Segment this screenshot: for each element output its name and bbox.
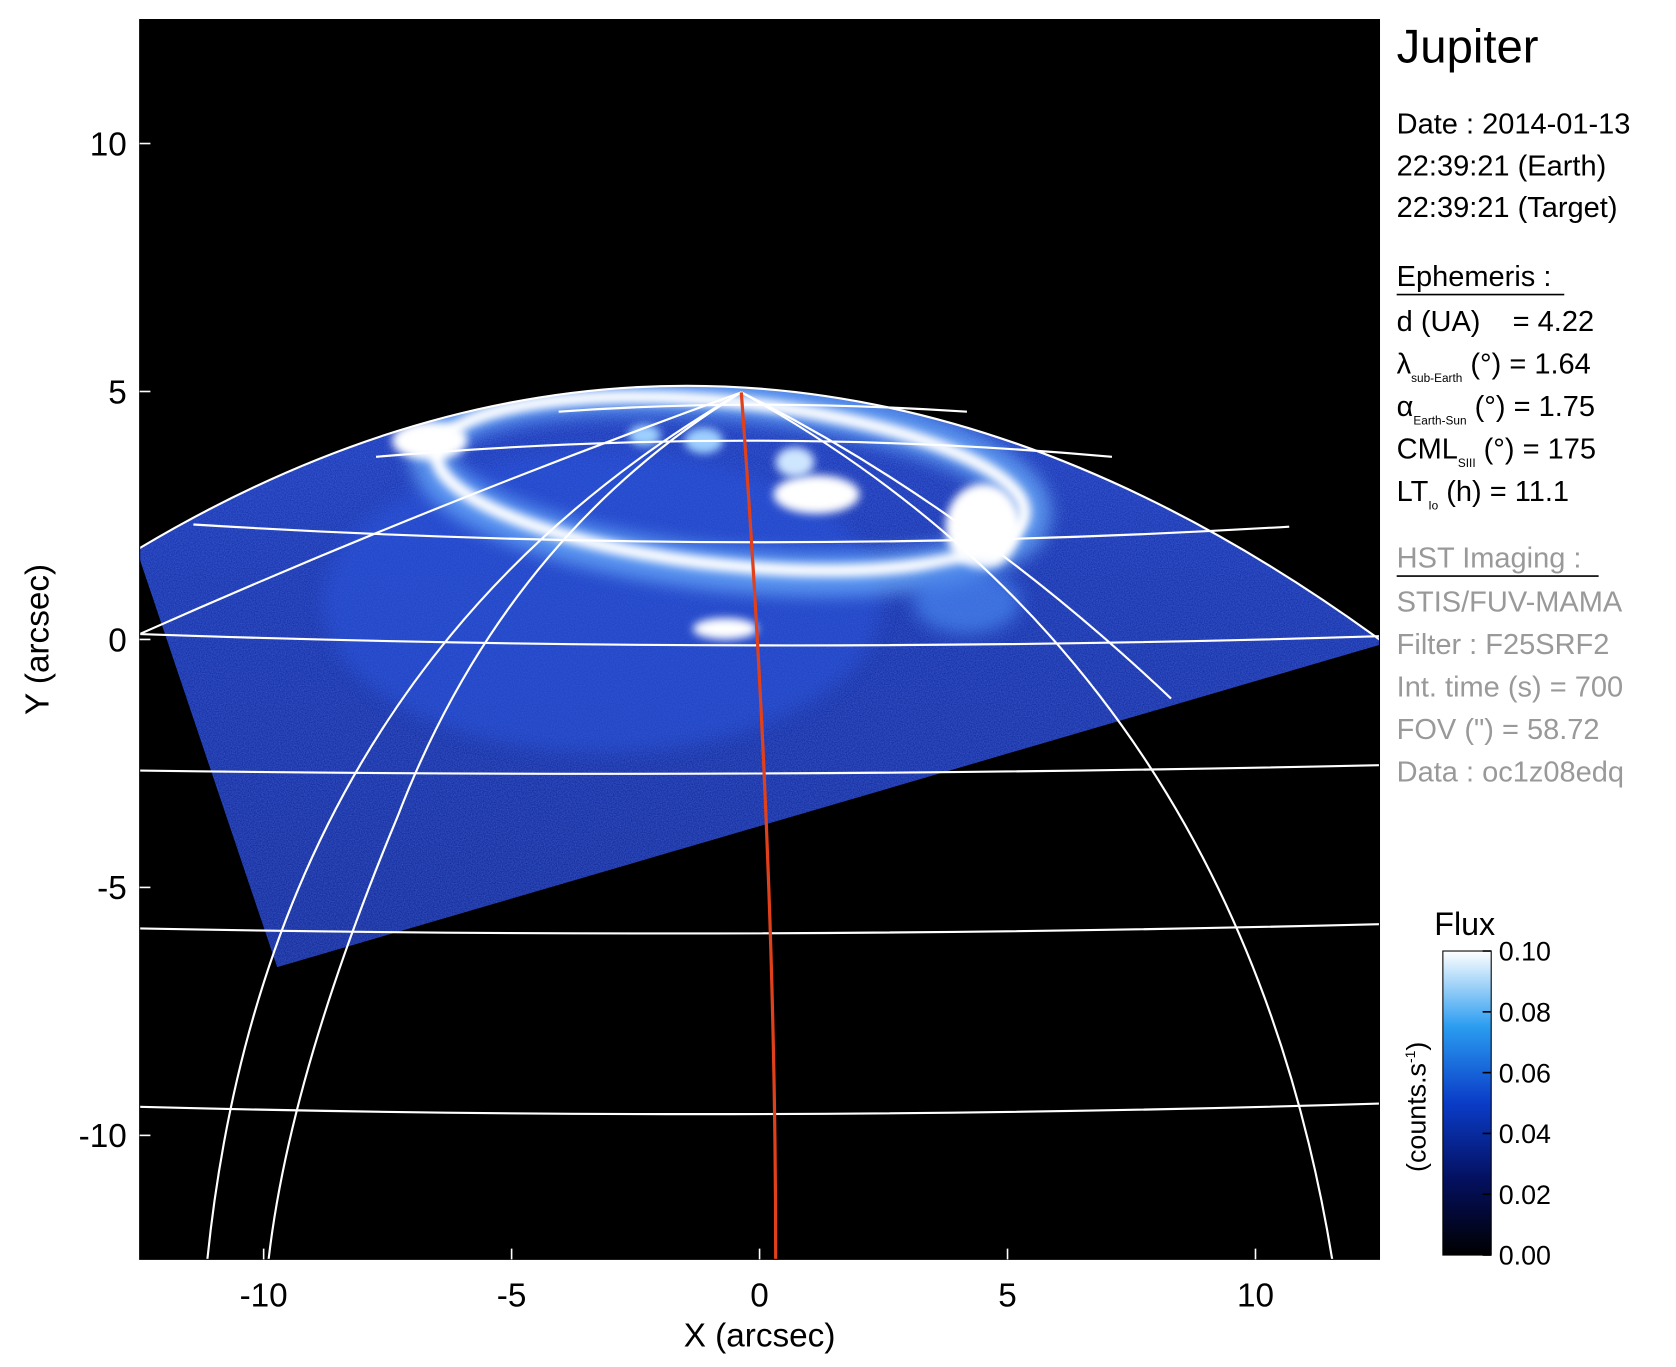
ephemeris-line: αEarth-Sun (°) = 1.75 [1397, 391, 1595, 428]
colorbar-unit: (counts.s-1) [1402, 1042, 1432, 1172]
ephemeris-line: λsub-Earth (°) = 1.64 [1397, 349, 1591, 386]
underlines [1396, 293, 1599, 577]
y-tick-label: 0 [108, 622, 127, 659]
imaging-heading: HST Imaging : [1397, 542, 1582, 574]
ephemeris-sub: SIII [1458, 456, 1476, 470]
date-line: 22:39:21 (Target) [1397, 192, 1618, 224]
ephemeris-rest: (°) = 1.64 [1462, 349, 1590, 381]
ephemeris-rest: (°) = 1.75 [1467, 391, 1595, 423]
unit-end: ) [1402, 1042, 1432, 1051]
ephemeris-main: LT [1397, 476, 1429, 508]
x-tick-label: 0 [750, 1278, 769, 1315]
date-line: 22:39:21 (Earth) [1397, 150, 1607, 182]
x-tick-label: 10 [1237, 1278, 1274, 1315]
unit-base: (counts.s [1402, 1063, 1432, 1172]
x-axis-label: X (arcsec) [684, 1317, 836, 1354]
ephemeris-main: CML [1397, 433, 1458, 465]
ephemeris-sub: sub-Earth [1411, 371, 1462, 385]
ephemeris-main: d (UA) = 4.22 [1397, 306, 1594, 338]
colorbar-tick-label: 0.02 [1499, 1180, 1551, 1210]
x-tick-label: -5 [497, 1278, 527, 1315]
y-tick-label: 10 [90, 126, 127, 163]
ephemeris-sub: Io [1428, 498, 1438, 512]
ephemeris-line: d (UA) = 4.22 [1397, 306, 1594, 338]
colorbar-tick-label: 0.10 [1499, 937, 1551, 967]
y-axis-label: Y (arcsec) [19, 564, 56, 715]
colorbar-title: Flux [1434, 906, 1495, 942]
ephemeris-line: LTIo (h) = 11.1 [1397, 476, 1569, 513]
date-line: Date : 2014-01-13 [1397, 108, 1631, 140]
ephemeris-rest: (h) = 11.1 [1438, 476, 1569, 508]
x-tick-label: 5 [998, 1278, 1017, 1315]
imaging-line: Int. time (s) = 700 [1397, 671, 1623, 703]
image-panel [139, 19, 1380, 1260]
ephemeris-main: α [1397, 391, 1414, 423]
y-tick-label: 5 [108, 374, 127, 411]
imaging-line: Filter : F25SRF2 [1397, 629, 1610, 661]
ephemeris-heading: Ephemeris : [1397, 261, 1552, 293]
colorbar [1442, 950, 1492, 1256]
imaging-line: STIS/FUV-MAMA [1397, 587, 1623, 619]
ephemeris-main: λ [1397, 349, 1412, 381]
unit-sup: -1 [1402, 1050, 1418, 1063]
ephemeris-sub: Earth-Sun [1413, 414, 1466, 428]
ephemeris-rest: (°) = 175 [1476, 433, 1596, 465]
info-title: Jupiter [1397, 21, 1539, 74]
central-meridian [739, 392, 778, 1260]
colorbar-tick-label: 0.00 [1499, 1241, 1551, 1271]
y-tick-label: -5 [97, 870, 127, 907]
x-tick-label: -10 [240, 1278, 288, 1315]
planet-grid [139, 384, 1380, 1260]
colorbar-tick-label: 0.04 [1499, 1119, 1551, 1149]
y-tick-label: -10 [79, 1118, 127, 1155]
colorbar-tick-label: 0.06 [1499, 1058, 1551, 1088]
colorbar-tick-label: 0.08 [1499, 997, 1551, 1027]
imaging-line: Data : oc1z08edq [1397, 756, 1624, 788]
ephemeris-line: CMLSIII (°) = 175 [1397, 433, 1596, 470]
imaging-line: FOV (") = 58.72 [1397, 714, 1600, 746]
